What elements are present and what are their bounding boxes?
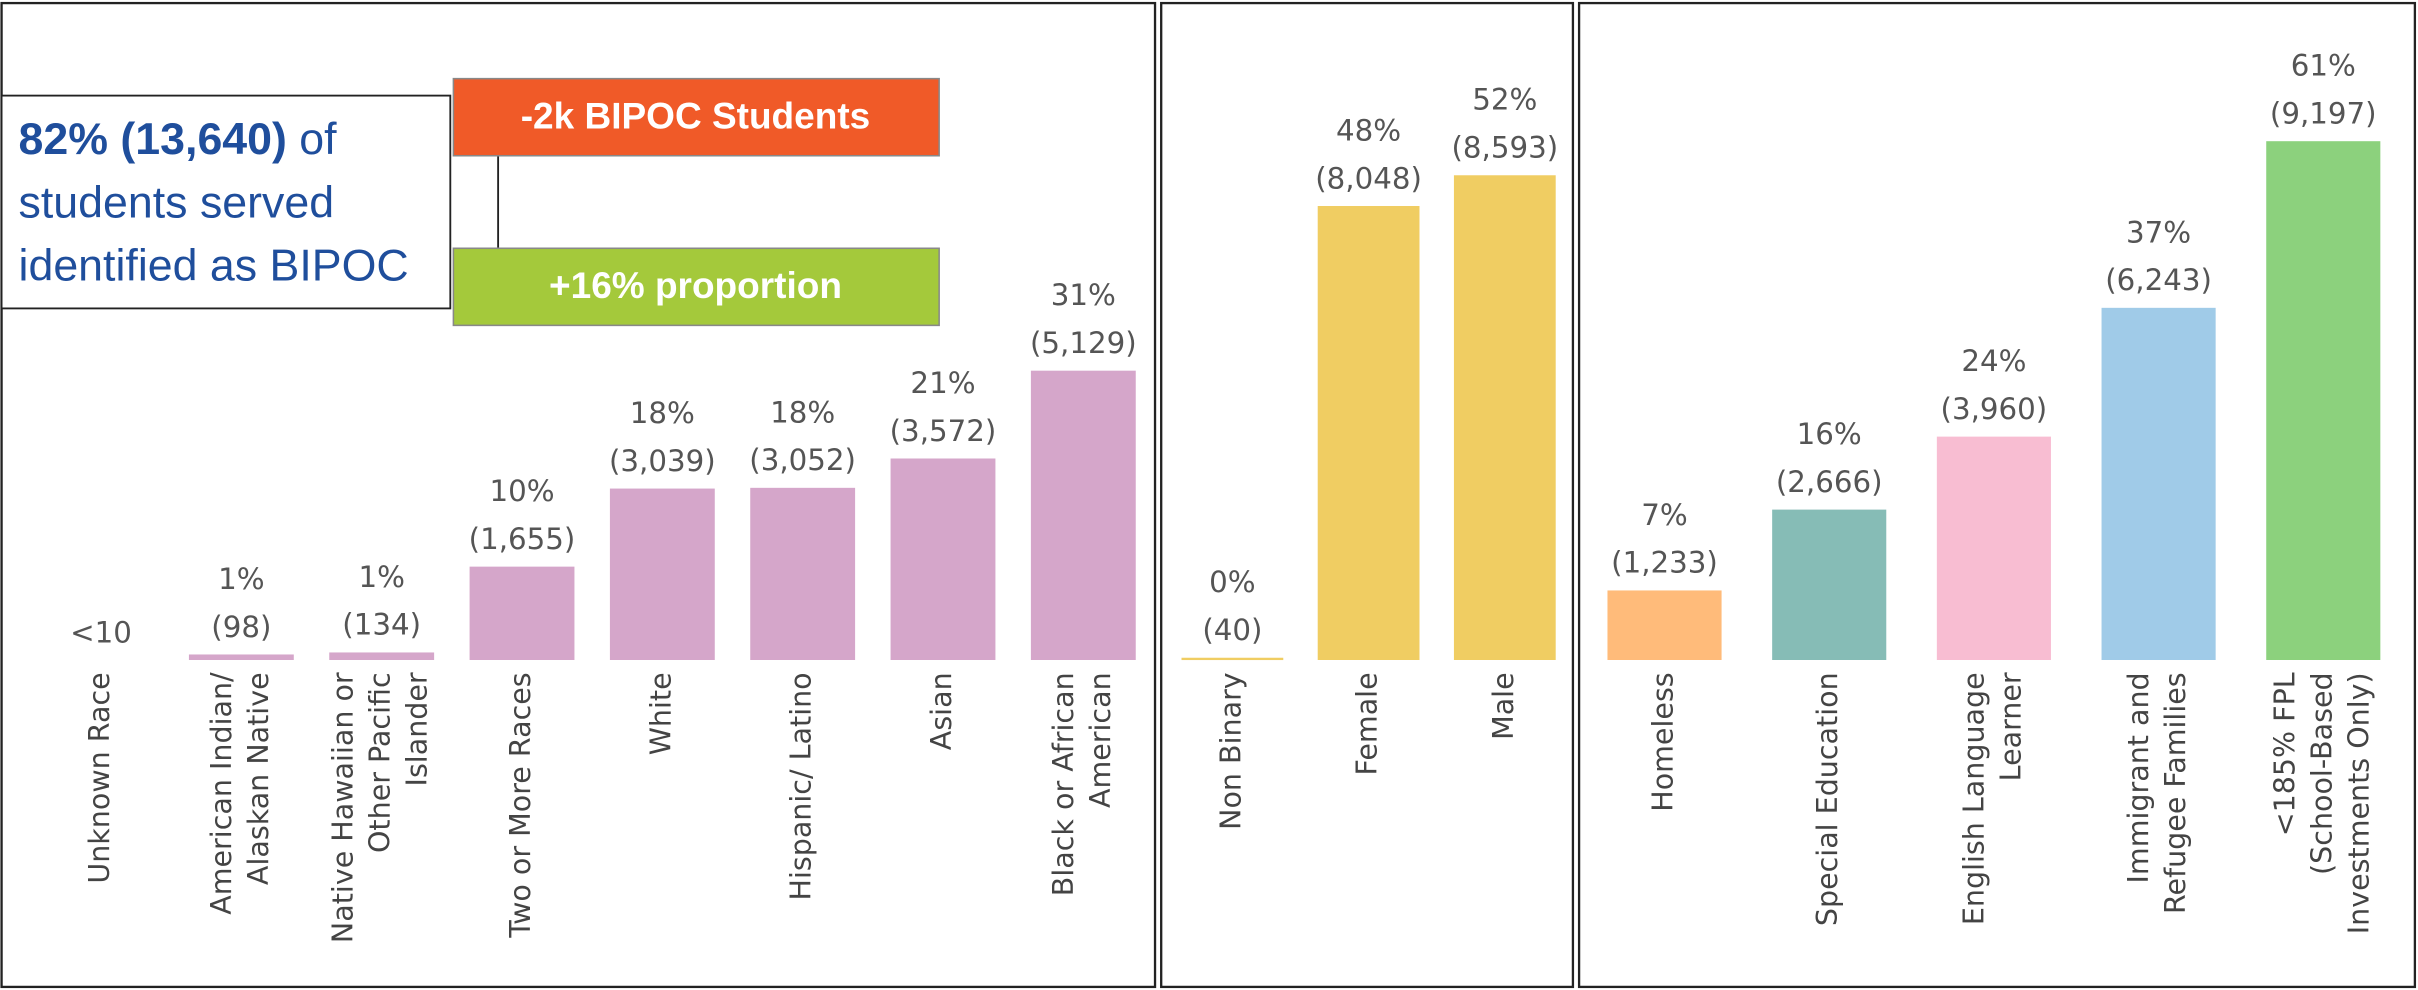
percent-label: 0% — [1209, 565, 1255, 599]
x-tick-label: English Language — [1957, 672, 1990, 925]
x-tick-label: Unknown Race — [83, 672, 116, 883]
bar — [1030, 370, 1136, 660]
bar — [2101, 307, 2216, 660]
value-label: (2,666) — [1776, 465, 1883, 499]
percent-label: 24% — [1961, 344, 2026, 378]
x-tick-label: <185% FPL — [2268, 672, 2301, 836]
x-tick-label: Female — [1351, 672, 1384, 775]
value-label: (98) — [211, 610, 271, 644]
percent-label: 7% — [1641, 498, 1687, 532]
percent-label: 16% — [1797, 417, 1862, 451]
x-tick-label: Other Pacific — [364, 672, 397, 853]
x-tick-label: Special Education — [1811, 672, 1844, 926]
annotation-highlight: 82% (13,640) — [19, 115, 287, 164]
percent-label: 1% — [218, 562, 264, 596]
x-tick-label: Investments Only) — [2342, 672, 2375, 934]
value-label: (8,593) — [1451, 131, 1558, 165]
percent-label: 31% — [1051, 278, 1116, 312]
panel — [0, 1, 1157, 989]
x-tick-label: Native Hawaiian or — [327, 672, 360, 943]
x-tick-label: Homeless — [1647, 672, 1680, 811]
annotation-text: identified as BIPOC — [19, 242, 409, 291]
value-label: (5,129) — [1030, 326, 1137, 360]
percent-label: 1% — [358, 560, 404, 594]
value-label: (134) — [342, 608, 421, 642]
x-tick-label: Immigrant and — [2122, 672, 2155, 883]
x-tick-label: Male — [1487, 672, 1520, 740]
value-label: (1,655) — [469, 522, 576, 556]
x-tick-label: Non Binary — [1214, 672, 1247, 830]
bar — [1317, 206, 1420, 660]
bar — [1453, 175, 1556, 660]
bar — [188, 654, 294, 660]
annotation-box — [0, 94, 452, 310]
x-tick-label: Hispanic/ Latino — [785, 672, 818, 900]
percent-label: 37% — [2126, 215, 2191, 249]
x-tick-label: American Indian/ — [205, 672, 238, 915]
value-label: (3,039) — [609, 444, 716, 478]
value-label: (3,572) — [890, 414, 997, 448]
x-tick-label: Islander — [401, 672, 434, 786]
value-label: (8,048) — [1315, 161, 1422, 195]
bar — [1607, 590, 1722, 660]
x-tick-label: Black or African — [1047, 672, 1080, 896]
bar — [890, 458, 996, 660]
bar — [1936, 436, 2051, 660]
x-tick-label: Two or More Races — [504, 672, 537, 938]
annotation-line: 82% (13,640) of — [19, 115, 338, 164]
x-tick-label: Asian — [925, 672, 958, 750]
x-tick-label: White — [644, 672, 677, 755]
callout-box — [452, 77, 940, 157]
callout-text: -2k BIPOC Students — [521, 96, 871, 137]
bar — [469, 566, 575, 660]
value-label: (3,052) — [749, 443, 856, 477]
bar — [1772, 509, 1887, 660]
bar — [750, 487, 856, 660]
value-label: (6,243) — [2105, 263, 2212, 297]
panel — [1160, 1, 1575, 989]
bar — [329, 652, 435, 660]
percent-label: 10% — [489, 474, 554, 508]
bar — [609, 488, 715, 660]
x-tick-label: (School-Based — [2305, 672, 2338, 875]
callout-text: +16% proportion — [549, 265, 842, 306]
percent-label: 21% — [910, 366, 975, 400]
callout-box — [452, 247, 940, 327]
x-tick-label: Refugee Families — [2159, 672, 2192, 914]
percent-label: 48% — [1336, 113, 1401, 147]
percent-label: 18% — [630, 396, 695, 430]
percent-label: 18% — [770, 395, 835, 429]
value-label: (3,960) — [1941, 392, 2048, 426]
x-tick-label: Learner — [1994, 672, 2027, 781]
x-tick-label: Alaskan Native — [242, 672, 275, 885]
value-label: (9,197) — [2270, 96, 2377, 130]
x-tick-label: American — [1084, 672, 1117, 808]
bar — [2266, 141, 2381, 660]
panel — [1577, 1, 2417, 989]
percent-label: 61% — [2291, 49, 2356, 83]
bar — [1181, 657, 1284, 661]
value-label: (1,233) — [1611, 546, 1718, 580]
annotation-text: students served — [19, 178, 335, 227]
annotation-text: of — [299, 115, 337, 164]
value-label: (40) — [1202, 613, 1262, 647]
value-label: <10 — [70, 615, 132, 649]
percent-label: 52% — [1472, 83, 1537, 117]
